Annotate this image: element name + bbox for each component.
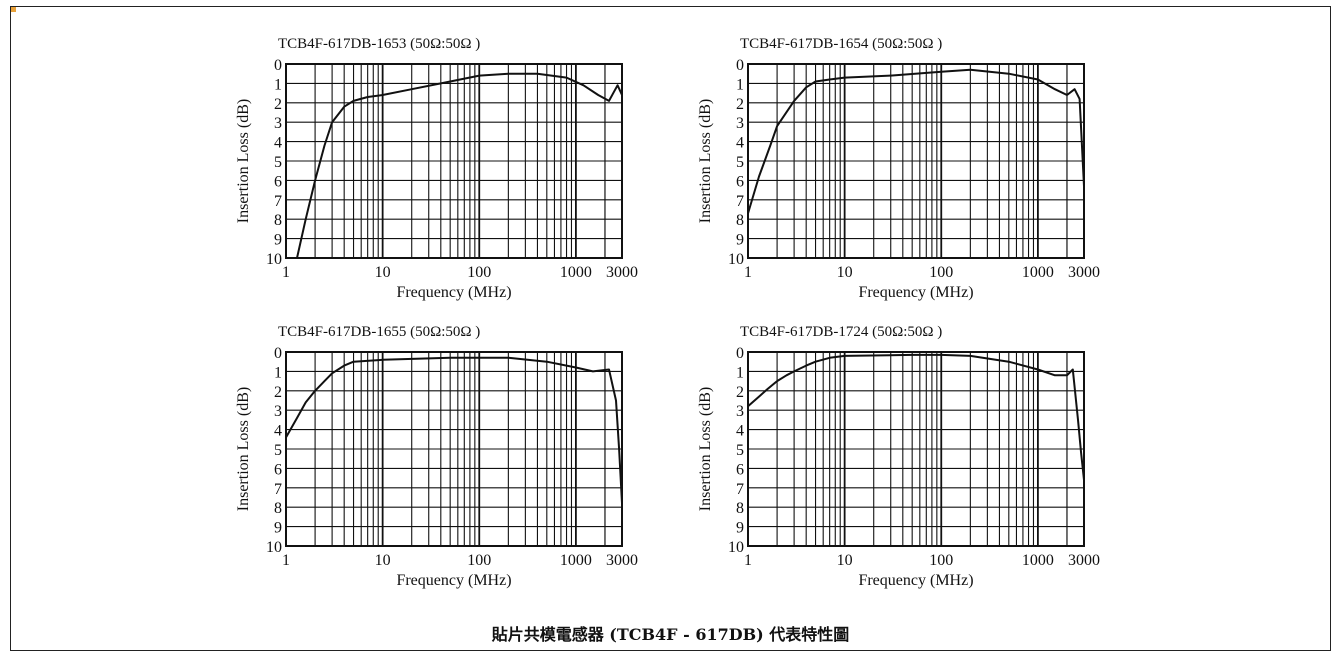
- chart-1654: TCB4F-617DB-1654 (50Ω:50Ω ) 0 1 2 3 4 5 6 7 8 9 10 1…: [688, 26, 1108, 306]
- x-tick-label: 3000: [1068, 264, 1100, 281]
- y-tick-label: 6: [274, 461, 282, 478]
- y-tick-label: 7: [274, 193, 282, 210]
- chart-title: TCB4F-617DB-1724 (50Ω:50Ω ): [740, 324, 942, 340]
- chart-title: TCB4F-617DB-1654 (50Ω:50Ω ): [740, 36, 942, 52]
- chart-title: TCB4F-617DB-1655 (50Ω:50Ω ): [278, 324, 480, 340]
- chart-1724: TCB4F-617DB-1724 (50Ω:50Ω ) 0 1 2 3 4 5 6 7 8 9 10 1…: [688, 314, 1108, 596]
- y-tick-label: 9: [274, 520, 282, 537]
- x-tick-label: 100: [467, 552, 491, 569]
- x-tick-label: 3000: [606, 264, 638, 281]
- x-tick-label: 3000: [606, 552, 638, 569]
- y-axis-label: Insertion Loss (dB): [697, 387, 714, 511]
- y-tick-label: 4: [736, 135, 744, 152]
- x-tick-label: 100: [929, 264, 953, 281]
- y-tick-label: 10: [266, 539, 282, 556]
- y-axis-label: Insertion Loss (dB): [697, 99, 714, 223]
- insertion-loss-curve: [285, 356, 623, 504]
- x-tick-label: 1000: [1022, 264, 1054, 281]
- y-tick-label: 8: [736, 212, 744, 229]
- chart-svg-1653: TCB4F-617DB-1653 (50Ω:50Ω )0123456789101…: [235, 36, 638, 301]
- x-tick-label: 1: [282, 264, 290, 281]
- y-tick-label: 6: [736, 461, 744, 478]
- y-tick-label: 8: [274, 500, 282, 517]
- y-tick-label: 1: [274, 364, 282, 381]
- y-tick-label: 2: [736, 384, 744, 401]
- y-tick-label: 8: [736, 500, 744, 517]
- chart-title: TCB4F-617DB-1653 (50Ω:50Ω ): [278, 36, 480, 52]
- y-tick-label: 8: [274, 212, 282, 229]
- y-tick-label: 5: [274, 442, 282, 459]
- y-tick-label: 9: [274, 232, 282, 249]
- y-tick-label: 5: [736, 154, 744, 171]
- plot-border: [285, 63, 623, 259]
- y-tick-label: 10: [728, 539, 744, 556]
- y-tick-label: 5: [736, 442, 744, 459]
- plot-border: [747, 63, 1085, 259]
- figure-caption: 貼片共模電感器 (TCB4F - 617DB) 代表特性圖: [491, 625, 850, 644]
- y-axis-label: Insertion Loss (dB): [235, 99, 252, 223]
- insertion-loss-curve: [296, 72, 623, 259]
- y-tick-label: 3: [736, 403, 744, 420]
- x-axis-label: Frequency (MHz): [858, 572, 973, 589]
- y-tick-label: 3: [736, 115, 744, 132]
- figure-frame: [10, 6, 1331, 651]
- y-tick-label: 7: [736, 193, 744, 210]
- x-tick-label: 10: [837, 552, 853, 569]
- x-tick-label: 1: [744, 552, 752, 569]
- y-tick-label: 4: [274, 423, 282, 440]
- x-tick-label: 1000: [560, 552, 592, 569]
- x-tick-label: 10: [837, 264, 853, 281]
- y-tick-label: 2: [736, 96, 744, 113]
- accent-corner: [11, 7, 16, 12]
- x-tick-label: 1000: [560, 264, 592, 281]
- y-tick-label: 1: [274, 76, 282, 93]
- x-tick-label: 3000: [1068, 552, 1100, 569]
- chart-svg-1724: TCB4F-617DB-1724 (50Ω:50Ω )0123456789101…: [697, 324, 1100, 589]
- x-tick-label: 1000: [1022, 552, 1054, 569]
- x-tick-label: 1: [744, 264, 752, 281]
- chart-1655: TCB4F-617DB-1655 (50Ω:50Ω ) 0 1 2 3 4 5 6 7 8 9 10 1…: [226, 314, 646, 596]
- y-tick-label: 10: [266, 251, 282, 268]
- y-tick-label: 10: [728, 251, 744, 268]
- y-tick-label: 7: [736, 481, 744, 498]
- y-tick-label: 5: [274, 154, 282, 171]
- chart-svg-1654: TCB4F-617DB-1654 (50Ω:50Ω )0123456789101…: [697, 36, 1100, 301]
- y-tick-label: 0: [736, 57, 744, 74]
- x-tick-label: 1: [282, 552, 290, 569]
- y-tick-label: 4: [274, 135, 282, 152]
- insertion-loss-curve: [747, 353, 1085, 481]
- y-tick-label: 1: [736, 364, 744, 381]
- x-tick-label: 10: [375, 264, 391, 281]
- x-axis-label: Frequency (MHz): [396, 284, 511, 301]
- chart-svg-1655: TCB4F-617DB-1655 (50Ω:50Ω )0123456789101…: [235, 324, 638, 589]
- y-tick-label: 0: [274, 345, 282, 362]
- chart-1653: TCB4F-617DB-1653 (50Ω:50Ω ) 0 1 2 3 4 5 6 7 8 9 10 1…: [226, 26, 646, 306]
- plot-border: [747, 351, 1085, 547]
- y-tick-label: 9: [736, 232, 744, 249]
- y-tick-label: 0: [736, 345, 744, 362]
- y-tick-label: 2: [274, 384, 282, 401]
- y-tick-label: 0: [274, 57, 282, 74]
- y-tick-label: 4: [736, 423, 744, 440]
- x-tick-label: 10: [375, 552, 391, 569]
- y-tick-label: 6: [736, 173, 744, 190]
- y-axis-label: Insertion Loss (dB): [235, 387, 252, 511]
- y-tick-label: 3: [274, 115, 282, 132]
- y-tick-label: 1: [736, 76, 744, 93]
- y-tick-label: 2: [274, 96, 282, 113]
- y-tick-label: 6: [274, 173, 282, 190]
- x-axis-label: Frequency (MHz): [858, 284, 973, 301]
- x-tick-label: 100: [467, 264, 491, 281]
- plot-border: [285, 351, 623, 547]
- y-tick-label: 9: [736, 520, 744, 537]
- insertion-loss-curve: [747, 68, 1085, 214]
- x-tick-label: 100: [929, 552, 953, 569]
- y-tick-label: 7: [274, 481, 282, 498]
- y-tick-label: 3: [274, 403, 282, 420]
- x-axis-label: Frequency (MHz): [396, 572, 511, 589]
